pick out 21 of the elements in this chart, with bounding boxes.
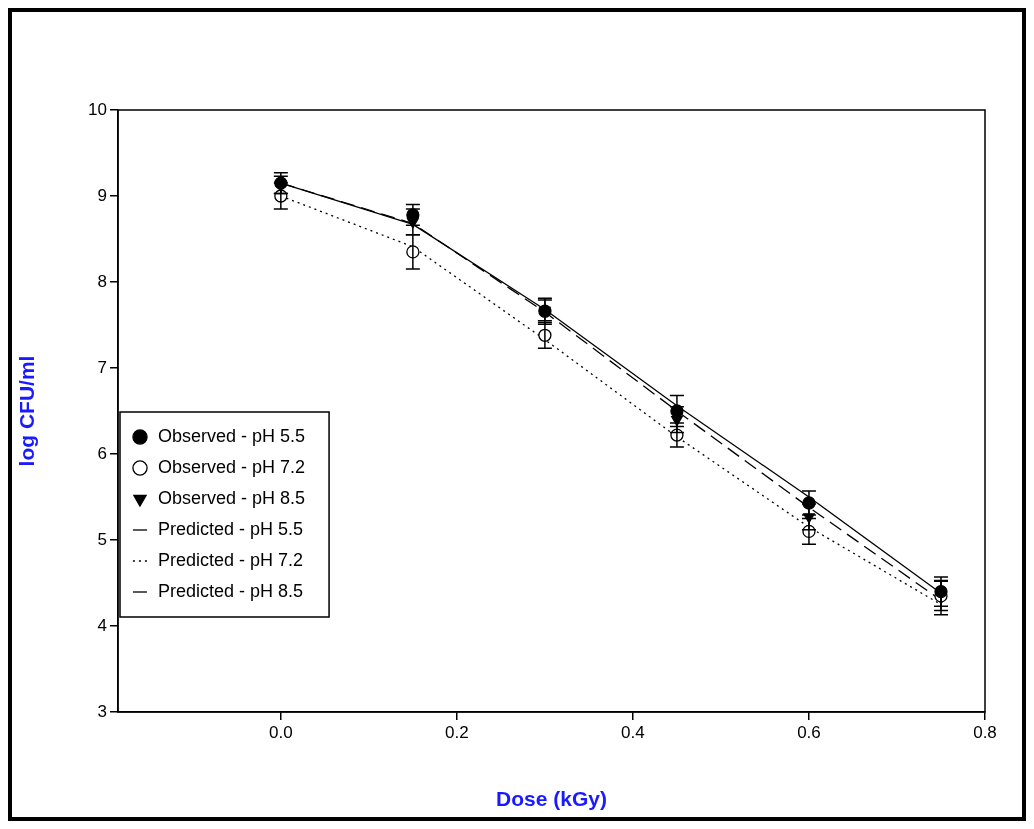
x-tick-label: 0.6 (797, 722, 821, 742)
y-tick-label: 7 (97, 357, 107, 377)
x-tick-label: 0.2 (445, 722, 469, 742)
legend-label: Observed - pH 7.2 (158, 456, 306, 477)
y-tick-label: 9 (97, 185, 107, 205)
legend-label: Predicted - pH 5.5 (158, 518, 304, 539)
y-tick-label: 6 (97, 443, 107, 463)
x-tick-label: 0.0 (269, 722, 293, 742)
legend-label: Predicted - pH 7.2 (158, 549, 304, 570)
x-tick-label: 0.8 (973, 722, 997, 742)
y-tick-label: 5 (97, 529, 107, 549)
y-tick-label: 10 (88, 99, 107, 119)
x-tick-label: 0.4 (621, 722, 645, 742)
y-axis-title: log CFU/ml (15, 355, 39, 467)
legend-label: Predicted - pH 8.5 (158, 580, 304, 601)
y-tick-label: 3 (97, 701, 107, 721)
x-axis-title: Dose (kGy) (496, 787, 607, 811)
y-tick-label: 4 (97, 615, 107, 635)
y-tick-label: 8 (97, 271, 107, 291)
legend-label: Observed - pH 5.5 (158, 425, 306, 446)
legend-label: Observed - pH 8.5 (158, 487, 306, 508)
